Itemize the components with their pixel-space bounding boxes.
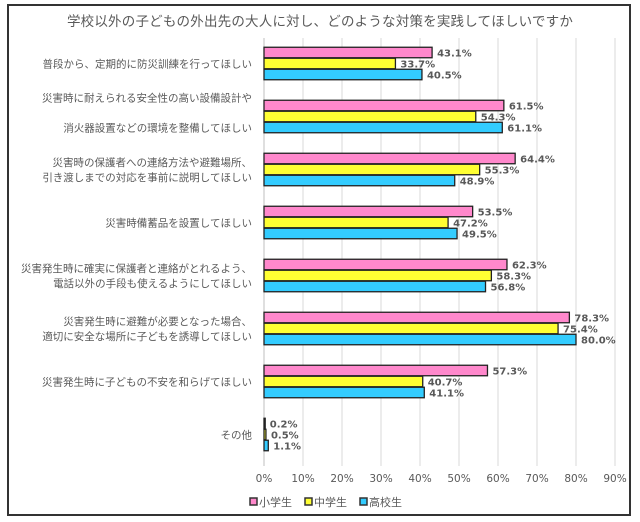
bar-小学生 — [263, 46, 433, 59]
category-labels: 普段から、定期的に防災訓練を行ってほしい災害時に耐えられる安全性の高い設備設計や… — [21, 58, 252, 442]
x-tick-label: 50% — [447, 473, 470, 485]
bar-中学生 — [263, 375, 424, 388]
data-label: 40.5% — [427, 70, 462, 81]
data-label: 61.5% — [509, 101, 544, 112]
category-label: その他 — [221, 429, 253, 442]
data-label: 62.3% — [512, 260, 547, 271]
data-label: 54.3% — [481, 112, 516, 123]
data-label: 0.5% — [271, 430, 299, 441]
bar-小学生 — [263, 311, 571, 324]
bar-中学生 — [263, 110, 477, 123]
category-label: 災害時の保護者への連絡方法や避難場所、 — [53, 156, 253, 169]
legend-swatch — [304, 497, 313, 506]
data-label: 48.9% — [460, 176, 495, 187]
data-label: 1.1% — [273, 441, 301, 452]
legend-label: 小学生 — [259, 495, 292, 509]
bar-高校生 — [263, 386, 425, 399]
x-tick-label: 10% — [291, 473, 314, 485]
data-label: 43.1% — [437, 48, 472, 59]
data-label: 75.4% — [563, 324, 598, 335]
bar-小学生 — [263, 417, 266, 430]
data-label: 55.3% — [485, 165, 520, 176]
category-label: 災害時に耐えられる安全性の高い設備設計や — [42, 92, 252, 105]
legend-swatch — [359, 497, 368, 506]
data-label: 41.1% — [429, 388, 464, 399]
x-tick-label: 40% — [408, 473, 431, 485]
x-tick-label: 80% — [564, 473, 587, 485]
x-axis-ticks: 0% 10% 20% 30% 40% 50% 60% 70% 80% 90% — [256, 473, 627, 485]
data-label: 53.5% — [478, 207, 513, 218]
legend-label: 中学生 — [314, 495, 347, 509]
bar-中学生 — [263, 57, 397, 70]
legend-label: 高校生 — [369, 495, 402, 509]
data-labels: 43.1%33.7%40.5% 61.5%54.3%61.1% 64.4%55.3%… — [270, 48, 616, 452]
bar-高校生 — [263, 227, 458, 240]
x-tick-label: 90% — [603, 473, 626, 485]
x-tick-label: 20% — [330, 473, 353, 485]
data-label: 57.3% — [492, 366, 527, 377]
category-label: 災害発生時に子どもの不安を和らげてほしい — [42, 376, 252, 389]
x-tick-label: 60% — [486, 473, 509, 485]
legend: 小学生 中学生 高校生 — [249, 495, 402, 509]
bar-高校生 — [263, 333, 577, 346]
x-tick-label: 0% — [256, 473, 273, 485]
bar-中学生 — [263, 322, 559, 335]
chart-title: 学校以外の子どもの外出先の大人に対し、どのような対策を実践してほしいですか — [66, 14, 574, 30]
bar-小学生 — [263, 258, 508, 271]
data-label: 49.5% — [462, 229, 497, 240]
bar-中学生 — [263, 428, 267, 441]
data-label: 61.1% — [507, 123, 542, 134]
data-label: 33.7% — [400, 59, 435, 70]
bar-中学生 — [263, 163, 481, 176]
category-label: 適切に安全な場所に子どもを誘導してほしい — [42, 330, 252, 343]
bar-小学生 — [263, 152, 516, 165]
x-tick-label: 70% — [525, 473, 548, 485]
data-label: 58.3% — [496, 271, 531, 282]
data-label: 80.0% — [581, 335, 616, 346]
category-label: 災害発生時に確実に保護者と連絡がとれるよう、 — [21, 262, 252, 275]
bar-小学生 — [263, 364, 489, 377]
x-tick-label: 30% — [369, 473, 392, 485]
bar-高校生 — [263, 68, 423, 81]
bar-高校生 — [263, 280, 487, 293]
data-label: 0.2% — [270, 419, 298, 430]
data-label: 78.3% — [574, 313, 609, 324]
category-label: 災害発生時に避難が必要となった場合、 — [63, 315, 252, 328]
data-label: 47.2% — [453, 218, 488, 229]
category-label: 消火器設置などの環境を整備してほしい — [63, 122, 252, 135]
bar-高校生 — [263, 439, 269, 452]
category-label: 普段から、定期的に防災訓練を行ってほしい — [43, 58, 252, 71]
category-label: 引き渡しまでの対応を事前に説明してほしい — [42, 171, 252, 184]
data-label: 56.8% — [491, 282, 526, 293]
bar-中学生 — [263, 216, 449, 229]
category-label: 電話以外の手段も使えるようにしてほしい — [53, 277, 252, 290]
category-label: 災害時備蓄品を設置してほしい — [105, 217, 252, 230]
bar-高校生 — [263, 174, 456, 187]
bars — [263, 46, 577, 452]
bar-小学生 — [263, 205, 474, 218]
bar-小学生 — [263, 99, 505, 112]
legend-swatch — [249, 497, 258, 506]
data-label: 40.7% — [428, 377, 463, 388]
data-label: 64.4% — [520, 154, 555, 165]
bar-高校生 — [263, 121, 503, 134]
bar-中学生 — [263, 269, 493, 282]
